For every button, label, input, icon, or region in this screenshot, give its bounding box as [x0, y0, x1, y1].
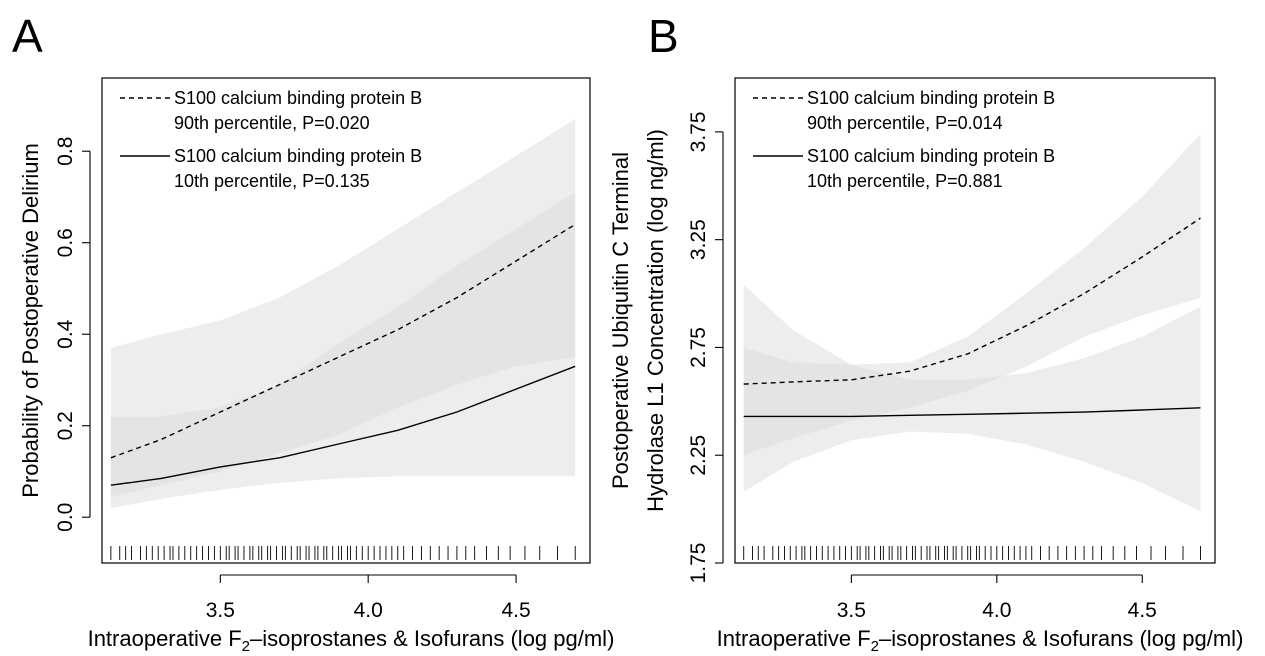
panel-a-y-axis-title: Probability of Postoperative Delirium [18, 143, 43, 498]
panel-a-y-tick-label: 0.6 [54, 228, 77, 257]
panel-b-solid-ci-band [743, 284, 1201, 512]
panel-b-x-tick-label: 3.5 [837, 599, 866, 622]
panel-a-letter: A [12, 10, 43, 62]
panel-b-plot: 3.5 4.0 4.5 1.75 2.25 2.75 3.25 3.75 Intraoperat… [608, 77, 1244, 655]
panel-b-y-axis-title: Hydrolase L1 Concentration (log ng/ml) [643, 129, 668, 512]
panel-a-x-tick-label: 4.5 [501, 599, 530, 622]
panel-a-x-axis-title: Intraoperative F2–isoprostanes & Isofura… [88, 626, 615, 655]
panel-a-frame [101, 77, 591, 564]
panel-b-y-axis-title: Postoperative Ubiquitin C Terminal [608, 152, 633, 489]
panel-a-legend-label: 90th percentile, P=0.020 [174, 113, 370, 133]
panel-a-y-tick-label: 0.8 [54, 137, 77, 166]
panel-b-y-tick-label: 2.75 [687, 327, 710, 368]
panel-b-frame [734, 77, 1216, 564]
panel-a-y-tick-label: 0.0 [54, 503, 77, 532]
panel-a-plot: 3.5 4.0 4.5 0.0 0.2 0.4 0.6 0.8 Intraoperative F… [18, 77, 615, 655]
panel-b-y-tick-label: 3.25 [687, 219, 710, 260]
panel-b-y-tick-label: 2.25 [687, 435, 710, 476]
panel-a-y-tick-label: 0.4 [54, 319, 77, 349]
panel-a-x-tick-label: 3.5 [206, 599, 235, 622]
panel-b-legend-label: 10th percentile, P=0.881 [807, 171, 1003, 191]
panel-b-legend-label: S100 calcium binding protein B [807, 88, 1055, 108]
panel-b-dashed-line [743, 217, 1201, 385]
panel-a-x-tick-label: 4.0 [354, 599, 383, 622]
panel-a-legend-label: S100 calcium binding protein B [174, 146, 422, 166]
panel-a-y-tick-label: 0.2 [54, 411, 77, 440]
panel-a-solid-line [110, 365, 576, 486]
panel-a-legend-label: S100 calcium binding protein B [174, 88, 422, 108]
panel-b-x-axis-title: Intraoperative F2–isoprostanes & Isofura… [717, 626, 1244, 655]
panel-b-letter: B [648, 10, 679, 62]
panel-a-legend-label: 10th percentile, P=0.135 [174, 171, 370, 191]
panel-b-y-tick-label: 1.75 [687, 543, 710, 584]
panel-b-legend-label: S100 calcium binding protein B [807, 146, 1055, 166]
panel-b-y-tick-label: 3.75 [687, 111, 710, 152]
panel-a-dashed-line [110, 223, 576, 459]
panel-b-x-tick-label: 4.5 [1128, 599, 1157, 622]
panel-b-x-tick-label: 4.0 [982, 599, 1011, 622]
panel-b-solid-line [743, 407, 1201, 418]
panel-b-legend-label: 90th percentile, P=0.014 [807, 113, 1003, 133]
